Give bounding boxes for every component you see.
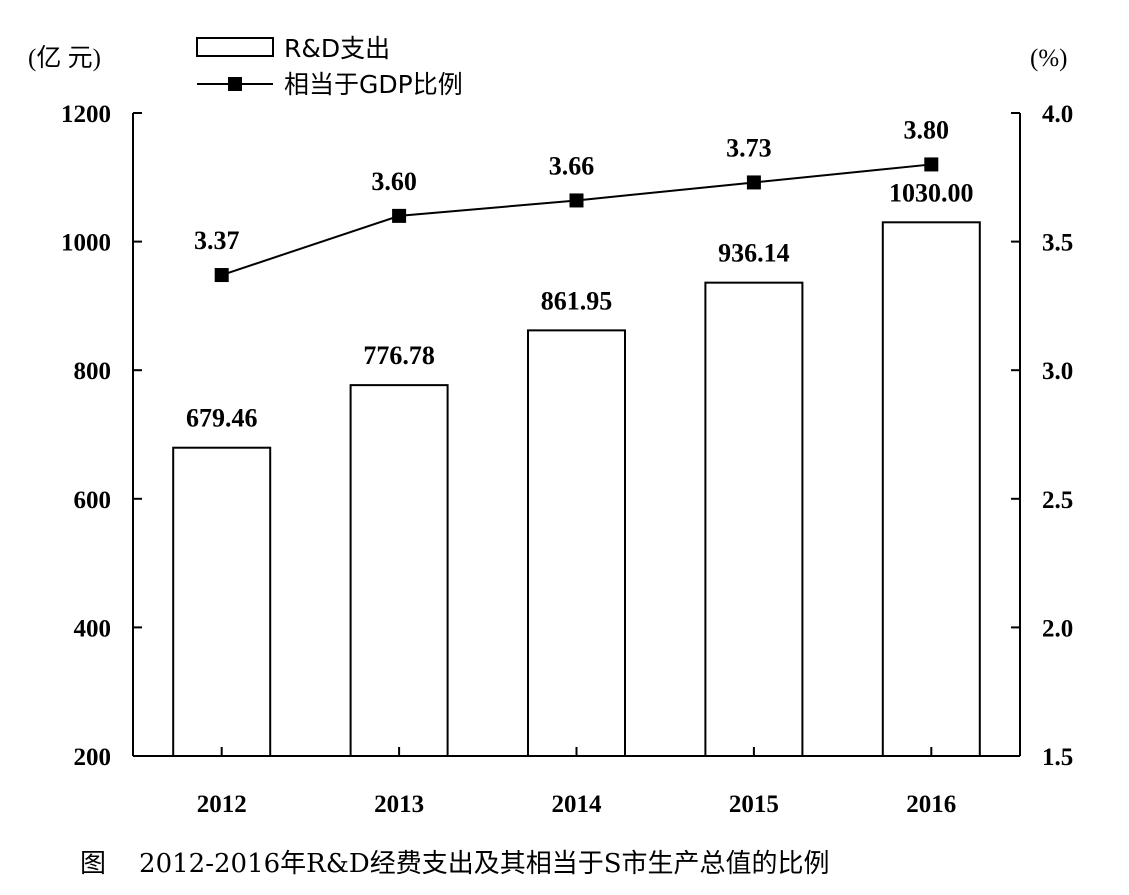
left-tick-label: 800: [74, 358, 112, 385]
right-tick-label: 3.5: [1042, 230, 1073, 257]
legend-line-label: 相当于GDP比例: [284, 70, 463, 99]
right-tick-label: 2.0: [1042, 615, 1073, 642]
bar-value-label: 1030.00: [889, 178, 974, 207]
x-tick-label: 2013: [374, 791, 424, 818]
left-tick-label: 1200: [61, 101, 111, 128]
bar: [704, 281, 804, 757]
line-series: [214, 157, 939, 283]
bar-value-label: 936.14: [718, 239, 790, 268]
left-tick-label: 1000: [61, 230, 111, 257]
figure-caption: 图 2012-2016年R&D经费支出及其相当于S市生产总值的比例: [80, 849, 830, 879]
x-tick-label: 2014: [552, 791, 603, 818]
bar-value-label: 776.78: [363, 341, 435, 370]
left-axis-unit-label: (亿 元): [28, 44, 101, 72]
right-axis-unit-label: (%): [1030, 45, 1067, 72]
legend-bar-label: R&D支出: [284, 34, 390, 63]
bar-value-label: 679.46: [186, 404, 258, 433]
line-point: [746, 175, 761, 190]
line-point: [924, 157, 939, 172]
right-tick-label: 2.5: [1042, 487, 1073, 514]
bar: [527, 329, 626, 757]
x-tick-label: 2016: [906, 791, 956, 818]
line-value-label: 3.73: [726, 133, 772, 162]
line-point: [569, 193, 584, 208]
legend: R&D支出 相当于GDP比例: [196, 34, 463, 99]
axis-ticks: 200 400 600 800 1000 1200 1.5 2.0 2.5 3.0 3.5 4.0 20…: [61, 101, 1073, 818]
x-tick-label: 2012: [197, 791, 247, 818]
right-tick-label: 3.0: [1042, 358, 1073, 385]
line-point: [214, 268, 229, 283]
bar-series: [172, 221, 981, 757]
left-tick-label: 200: [74, 744, 112, 771]
legend-bar-swatch: [196, 37, 274, 57]
left-tick-label: 400: [74, 615, 112, 642]
legend-line-marker: [228, 77, 242, 91]
bar: [349, 384, 449, 757]
line-value-label: 3.80: [904, 115, 950, 144]
bar: [881, 221, 981, 757]
right-tick-label: 1.5: [1042, 744, 1073, 771]
line-value-label: 3.66: [549, 151, 595, 180]
x-tick-label: 2015: [729, 791, 779, 818]
bar-value-label: 861.95: [541, 286, 613, 315]
right-tick-label: 4.0: [1042, 101, 1073, 128]
gdp-ratio-line: [221, 163, 932, 276]
data-labels: 679.46 776.78 861.95 936.14 1030.00 3.37 3.60 3…: [186, 115, 974, 432]
line-value-label: 3.37: [194, 226, 240, 255]
line-value-label: 3.60: [371, 167, 417, 196]
line-point: [392, 208, 407, 223]
bar: [172, 446, 272, 757]
left-tick-label: 600: [74, 487, 112, 514]
